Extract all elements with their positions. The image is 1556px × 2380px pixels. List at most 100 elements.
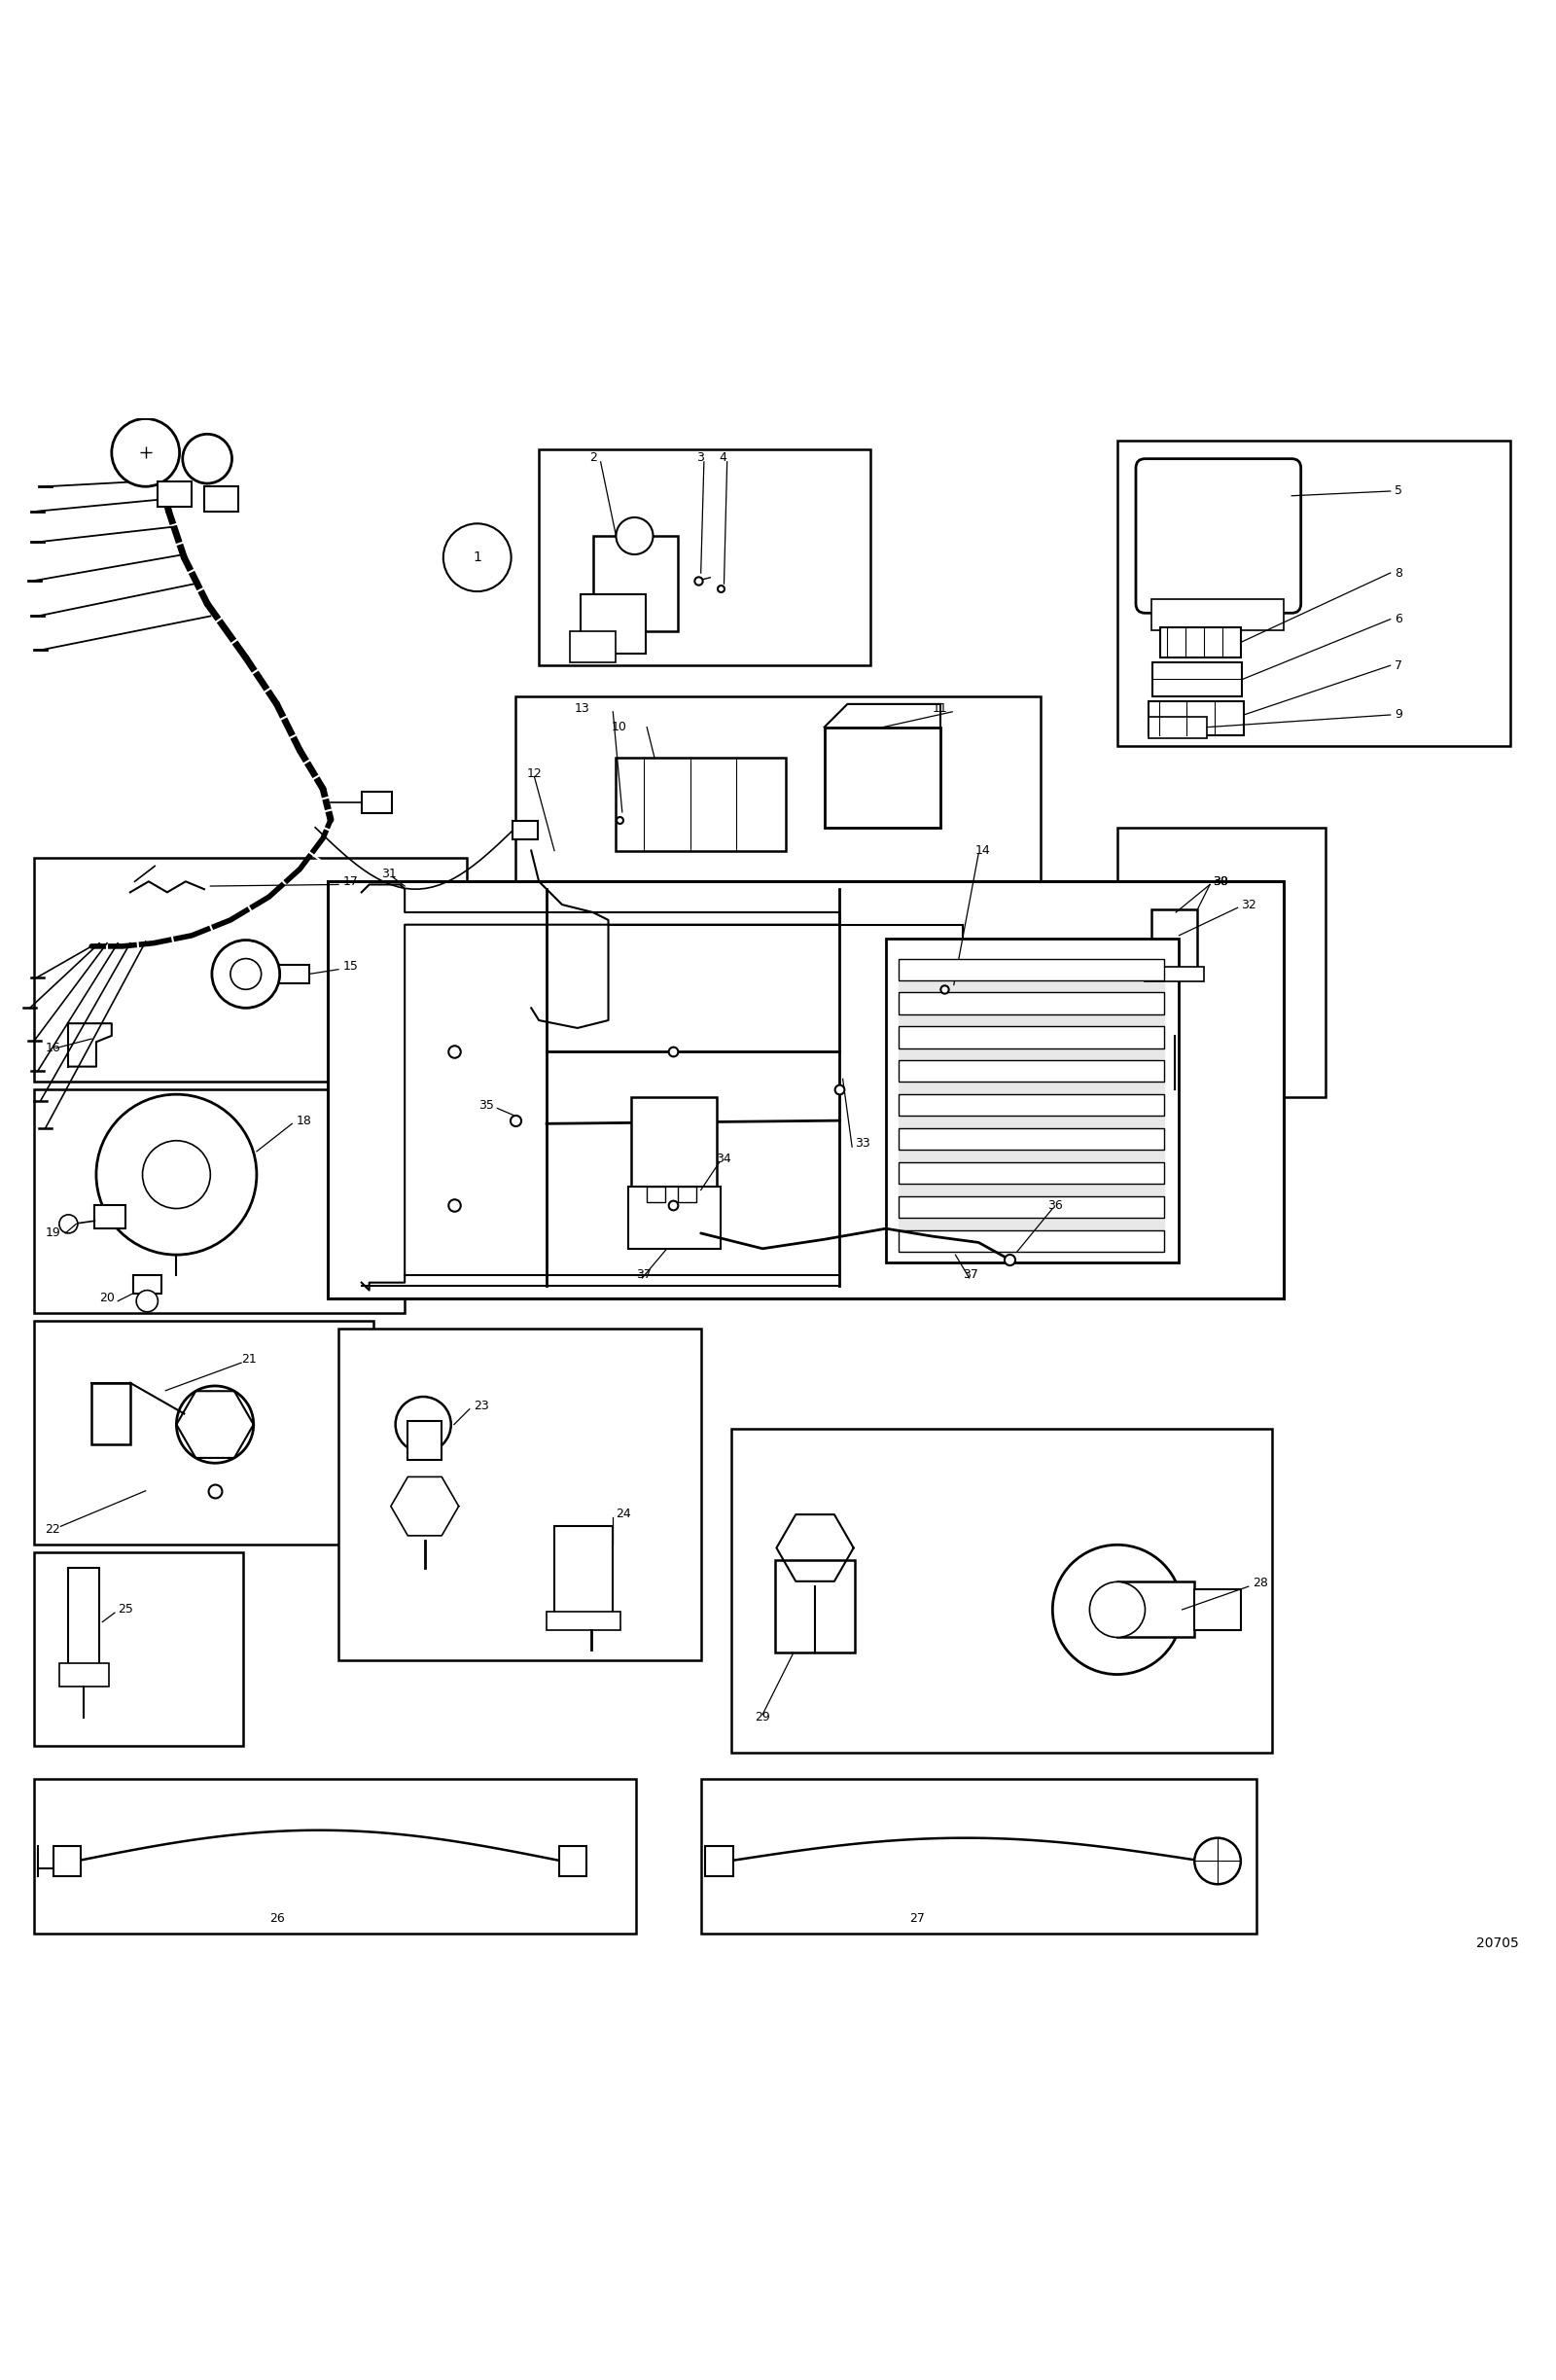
Circle shape — [1089, 1583, 1145, 1637]
Bar — [678, 1188, 696, 1202]
Bar — [34, 1090, 405, 1314]
Circle shape — [137, 1290, 157, 1311]
Text: 6: 6 — [1396, 614, 1402, 626]
Text: 34: 34 — [716, 1152, 731, 1166]
Text: 9: 9 — [1396, 709, 1402, 721]
Text: 37: 37 — [963, 1269, 979, 1280]
Polygon shape — [898, 1219, 1164, 1230]
Circle shape — [1052, 1545, 1183, 1676]
Circle shape — [143, 1140, 210, 1209]
Bar — [616, 759, 786, 850]
Text: 20: 20 — [100, 1292, 115, 1304]
Text: 3: 3 — [696, 450, 703, 464]
Text: 4: 4 — [719, 450, 727, 464]
Bar — [34, 1552, 243, 1745]
Polygon shape — [898, 1047, 1164, 1061]
Bar — [59, 1664, 109, 1687]
Text: 27: 27 — [909, 1911, 924, 1925]
Circle shape — [616, 516, 654, 555]
Text: 12: 12 — [526, 766, 541, 781]
Bar — [898, 992, 1164, 1014]
Bar — [408, 1421, 442, 1459]
Bar — [1153, 662, 1242, 697]
Bar — [1161, 626, 1240, 657]
Bar — [68, 1568, 100, 1668]
Bar — [898, 1061, 1164, 1083]
Polygon shape — [898, 1183, 1164, 1197]
Bar — [569, 631, 616, 662]
Text: 36: 36 — [1047, 1200, 1063, 1211]
Bar — [328, 881, 1284, 1297]
Text: 26: 26 — [269, 1911, 285, 1925]
Bar — [92, 1383, 131, 1445]
Circle shape — [1195, 1837, 1240, 1885]
Text: 21: 21 — [241, 1354, 257, 1366]
Bar — [338, 1328, 700, 1661]
Bar — [1117, 1583, 1195, 1637]
Bar — [34, 1780, 636, 1933]
Circle shape — [395, 1397, 451, 1452]
Bar — [731, 1428, 1271, 1754]
Bar — [554, 1526, 613, 1618]
Bar — [204, 486, 238, 512]
Bar — [898, 1128, 1164, 1150]
Polygon shape — [898, 1150, 1164, 1161]
Bar — [647, 1188, 666, 1202]
Text: 33: 33 — [856, 1138, 870, 1150]
Circle shape — [176, 1385, 254, 1464]
Text: 19: 19 — [45, 1226, 61, 1240]
Polygon shape — [898, 1014, 1164, 1026]
Text: 29: 29 — [755, 1711, 770, 1723]
Bar — [1145, 966, 1204, 981]
Text: PROPERTY OF
VOLVO PENTA: PROPERTY OF VOLVO PENTA — [580, 1042, 976, 1276]
Text: 25: 25 — [118, 1604, 134, 1616]
Bar — [95, 1204, 126, 1228]
Bar — [361, 793, 392, 814]
Bar — [775, 1561, 856, 1652]
Bar — [1151, 600, 1284, 631]
Bar — [34, 859, 467, 1083]
Text: 8: 8 — [1396, 566, 1404, 578]
Bar — [1148, 702, 1243, 735]
Text: 7: 7 — [1396, 659, 1404, 671]
Bar — [700, 1780, 1256, 1933]
Circle shape — [443, 524, 512, 593]
Text: 15: 15 — [342, 959, 358, 973]
Bar — [580, 595, 646, 652]
Polygon shape — [361, 885, 840, 1290]
Text: 28: 28 — [1253, 1578, 1268, 1590]
Text: 23: 23 — [475, 1399, 490, 1411]
Bar — [1117, 828, 1326, 1097]
Text: 16: 16 — [45, 1042, 61, 1054]
Bar — [515, 697, 1041, 1042]
Circle shape — [212, 940, 280, 1009]
Text: 5: 5 — [1396, 486, 1404, 497]
Text: 24: 24 — [616, 1507, 632, 1521]
Bar — [559, 1844, 587, 1875]
Bar — [898, 1197, 1164, 1219]
Polygon shape — [898, 1116, 1164, 1128]
Text: 31: 31 — [381, 866, 397, 881]
Bar — [593, 536, 678, 631]
Polygon shape — [898, 981, 1164, 992]
Bar — [1151, 909, 1198, 973]
Circle shape — [96, 1095, 257, 1254]
Text: 32: 32 — [1240, 897, 1256, 912]
Bar — [885, 938, 1179, 1261]
Text: 13: 13 — [574, 702, 590, 714]
Circle shape — [59, 1214, 78, 1233]
Text: 1: 1 — [473, 550, 481, 564]
Bar — [1117, 440, 1511, 745]
Bar — [34, 1321, 373, 1545]
FancyBboxPatch shape — [1136, 459, 1301, 614]
Bar — [898, 1161, 1164, 1183]
Text: 17: 17 — [342, 876, 358, 888]
Circle shape — [182, 433, 232, 483]
Bar — [1148, 716, 1207, 738]
Text: 37: 37 — [636, 1269, 652, 1280]
Bar — [546, 1611, 621, 1630]
Bar — [898, 1095, 1164, 1116]
Bar — [134, 1276, 160, 1292]
Text: 30: 30 — [1214, 876, 1228, 888]
Text: 18: 18 — [297, 1114, 313, 1126]
